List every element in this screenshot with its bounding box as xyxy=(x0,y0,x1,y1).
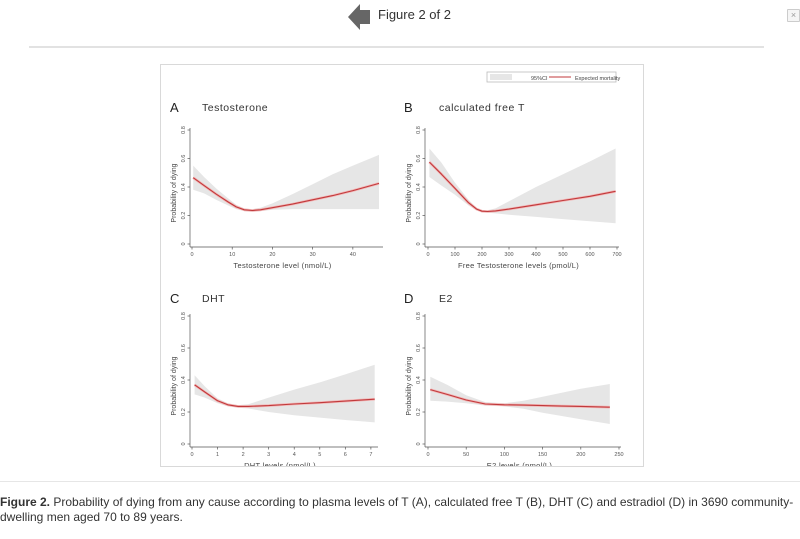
y-tick-label: 0.4 xyxy=(181,183,187,191)
y-tick-label: 0.2 xyxy=(181,212,187,220)
expected-mortality-line xyxy=(430,389,610,408)
legend-ci-label: 95%CI xyxy=(531,76,548,82)
y-tick-label: 0.2 xyxy=(181,408,187,416)
figure-image: 95%CI Expected mortality A Testosterone 0 0… xyxy=(160,64,644,470)
x-tick-label: 600 xyxy=(585,252,594,258)
y-tick-label: 0.2 xyxy=(416,212,422,220)
y-tick-label: 0.8 xyxy=(416,126,422,134)
legend-line-label: Expected mortality xyxy=(575,76,620,82)
close-icon: × xyxy=(790,10,797,20)
figure-counter: Figure 2 of 2 xyxy=(378,7,451,22)
x-tick-label: 150 xyxy=(538,452,547,458)
x-tick-label: 3 xyxy=(267,452,270,458)
x-tick-label: 1 xyxy=(216,452,219,458)
x-tick-label: 0 xyxy=(190,252,193,258)
y-axis-label: Probability of dying xyxy=(406,163,413,222)
arrow-left-icon[interactable] xyxy=(348,2,370,32)
close-button[interactable]: × xyxy=(787,9,800,22)
x-tick-label: 100 xyxy=(500,452,509,458)
x-tick-label: 50 xyxy=(463,452,469,458)
y-tick-label: 0.4 xyxy=(416,183,422,191)
x-tick-label: 200 xyxy=(576,452,585,458)
x-tick-label: 700 xyxy=(612,252,621,258)
panel-title: E2 xyxy=(439,293,453,305)
x-tick-label: 6 xyxy=(344,452,347,458)
x-tick-label: 0 xyxy=(190,452,193,458)
x-axis-label: E2 levels (pmol/L) xyxy=(487,461,553,466)
y-tick-label: 0 xyxy=(181,442,187,445)
y-tick-label: 0.4 xyxy=(416,376,422,384)
y-tick-label: 0.8 xyxy=(181,126,187,134)
panel-title: Testosterone xyxy=(202,102,268,114)
caption-text: Probability of dying from any cause acco… xyxy=(0,495,794,524)
panel-title: calculated free T xyxy=(439,102,525,114)
x-tick-label: 4 xyxy=(293,452,296,458)
panel-letter: A xyxy=(170,100,179,115)
x-tick-label: 200 xyxy=(477,252,486,258)
viewer-toolbar: Figure 2 of 2 × xyxy=(0,0,800,34)
y-axis-label: Probability of dying xyxy=(406,356,413,415)
x-tick-label: 40 xyxy=(350,252,356,258)
x-tick-label: 400 xyxy=(531,252,540,258)
y-tick-label: 0.6 xyxy=(416,155,422,163)
ci-band xyxy=(430,376,610,424)
y-tick-label: 0 xyxy=(181,242,187,245)
panel-letter: D xyxy=(404,291,413,306)
caption-label: Figure 2. xyxy=(0,495,51,509)
y-tick-label: 0.8 xyxy=(416,312,422,320)
y-tick-label: 0.6 xyxy=(181,155,187,163)
x-tick-label: 30 xyxy=(310,252,316,258)
x-axis-label: Free Testosterone levels (pmol/L) xyxy=(458,261,579,270)
x-tick-label: 2 xyxy=(242,452,245,458)
x-tick-label: 0 xyxy=(426,252,429,258)
expected-mortality-line xyxy=(429,161,616,213)
y-tick-label: 0 xyxy=(416,442,422,445)
y-tick-label: 0.6 xyxy=(416,344,422,352)
legend: 95%CI Expected mortality xyxy=(486,71,620,83)
divider xyxy=(29,46,764,48)
panel-d: D E2 0 0.2 0.4 0.6 0.8 Probability of dying 0 50 1… xyxy=(404,291,624,470)
y-tick-label: 0.2 xyxy=(416,408,422,416)
panel-letter: B xyxy=(404,100,413,115)
expected-mortality-line xyxy=(194,384,375,407)
x-tick-label: 10 xyxy=(229,252,235,258)
x-tick-label: 0 xyxy=(426,452,429,458)
ci-band xyxy=(429,148,616,224)
figure-caption: Figure 2. Probability of dying from any … xyxy=(0,495,800,525)
divider xyxy=(0,481,800,482)
panel-c: C DHT 0 0.2 0.4 0.6 0.8 Probability of dying 0 1 2… xyxy=(170,291,378,470)
panel-title: DHT xyxy=(202,293,225,305)
y-axis-label: Probability of dying xyxy=(171,163,178,222)
x-tick-label: 5 xyxy=(318,452,321,458)
ci-band xyxy=(194,364,375,423)
ci-band xyxy=(193,154,379,212)
x-tick-label: 100 xyxy=(450,252,459,258)
x-axis-label: DHT levels (nmol/L) xyxy=(244,461,316,466)
y-tick-label: 0.8 xyxy=(181,312,187,320)
x-tick-label: 7 xyxy=(369,452,372,458)
x-tick-label: 500 xyxy=(558,252,567,258)
x-tick-label: 300 xyxy=(504,252,513,258)
y-tick-label: 0 xyxy=(416,242,422,245)
x-tick-label: 20 xyxy=(269,252,275,258)
figure-svg: 95%CI Expected mortality A Testosterone 0 0… xyxy=(170,71,624,470)
panel-a: A Testosterone 0 0.2 0.4 0.6 0.8 Probability of… xyxy=(170,100,383,270)
panel-letter: C xyxy=(170,291,179,306)
expected-mortality-line xyxy=(192,177,380,212)
x-tick-label: 250 xyxy=(614,452,623,458)
y-tick-label: 0.4 xyxy=(181,376,187,384)
legend-ci-swatch xyxy=(490,74,512,80)
y-tick-label: 0.6 xyxy=(181,344,187,352)
x-axis-label: Testosterone level (nmol/L) xyxy=(233,261,331,270)
y-axis-label: Probability of dying xyxy=(171,356,178,415)
